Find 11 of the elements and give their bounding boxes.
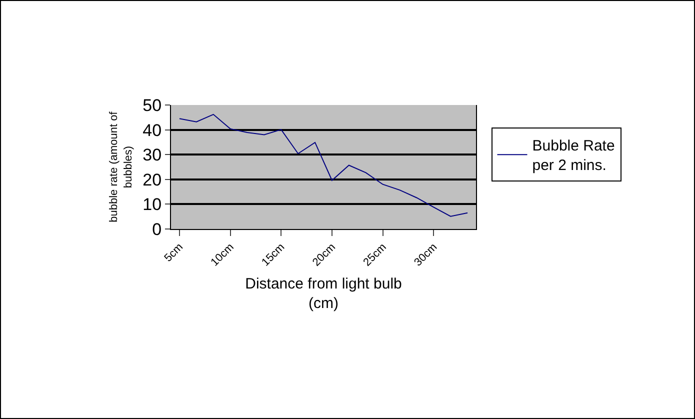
x-axis-title: Distance from light bulb (cm) — [245, 276, 402, 312]
y-tick-label: 10 — [142, 195, 162, 214]
y-tick-label: 40 — [142, 120, 162, 140]
y-tick-label: 20 — [142, 170, 162, 190]
x-tick-label: 5cm — [162, 241, 186, 264]
legend-label: Bubble Rate per 2 mins. — [532, 138, 615, 174]
y-tick-label: 30 — [142, 146, 162, 165]
line-series — [178, 114, 468, 217]
y-tick-label: 0 — [152, 220, 162, 239]
y-tick-label: 50 — [142, 96, 162, 115]
y-axis-title: bubble rate (amount of bubbles) — [108, 110, 134, 222]
